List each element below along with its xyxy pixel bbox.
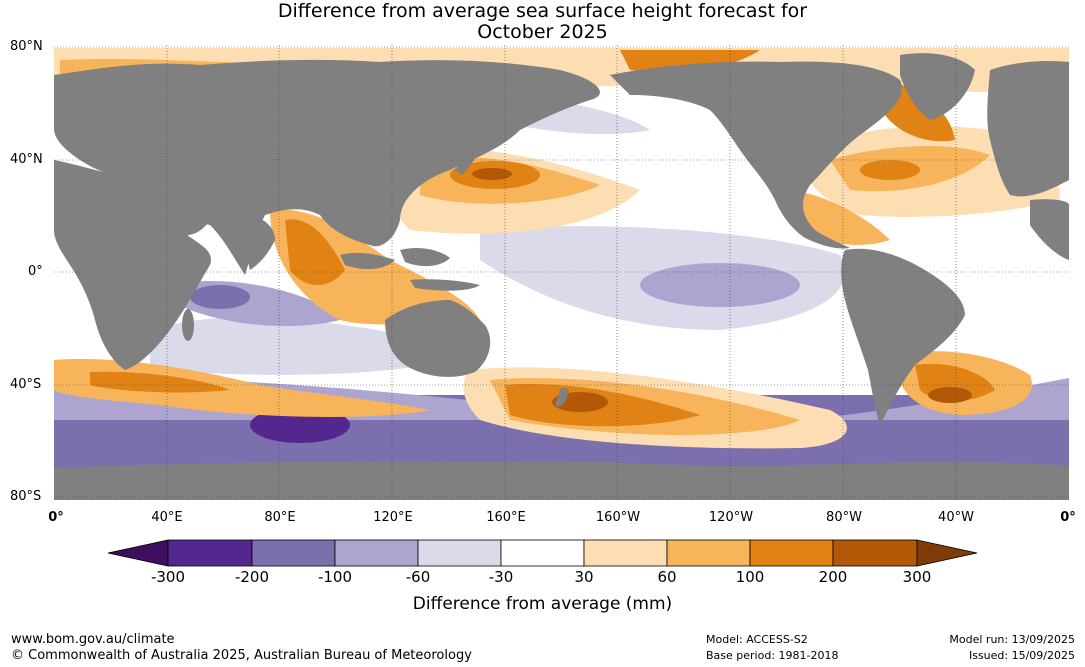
- lon-label-80e: 80°E: [264, 510, 296, 525]
- lon-label-160w: 160°W: [595, 510, 641, 525]
- map-title-line2: October 2025: [477, 21, 608, 43]
- colorbar-tick-label: 100: [735, 568, 765, 586]
- lat-label-40s: 40°S: [10, 377, 42, 392]
- colorbar-bin: [500, 539, 585, 567]
- colorbar-title: Difference from average (mm): [412, 594, 673, 614]
- lon-label-40e: 40°E: [151, 510, 183, 525]
- colorbar-tick-label: -30: [488, 568, 514, 586]
- colorbar-tick-label: 200: [818, 568, 848, 586]
- lat-label-0: 0°: [28, 264, 43, 279]
- lat-label-40n: 40°N: [10, 152, 43, 167]
- colorbar-bin: [749, 539, 834, 567]
- land-masses: [54, 53, 1069, 500]
- map-title-line1: Difference from average sea surface heig…: [277, 0, 808, 22]
- colorbar-bin: [251, 539, 336, 567]
- colorbar-tick-label: -300: [150, 568, 186, 586]
- colorbar-bin: [666, 539, 751, 567]
- lat-label-80s: 80°S: [10, 489, 42, 504]
- footer-model: Model: ACCESS-S2: [706, 633, 808, 646]
- lon-label-0-left: 0°: [48, 510, 64, 525]
- lon-label-80w: 80°W: [826, 510, 862, 525]
- colorbar-bin: [832, 539, 918, 567]
- colorbar-bin: [417, 539, 502, 567]
- footer-base-period: Base period: 1981-2018: [706, 649, 839, 662]
- lon-label-160e: 160°E: [486, 510, 526, 525]
- colorbar-tick-label: 30: [574, 568, 594, 586]
- lon-label-120e: 120°E: [373, 510, 413, 525]
- colorbar-lower-extension: [107, 539, 169, 567]
- colorbar-bin: [167, 539, 253, 567]
- colorbar-bin: [334, 539, 419, 567]
- colorbar-upper-extension: [916, 539, 978, 567]
- colorbar-bin: [583, 539, 668, 567]
- colorbar-tick-label: 300: [902, 568, 932, 586]
- colorbar-tick-label: -200: [234, 568, 270, 586]
- graticule: [54, 45, 1069, 500]
- colorbar-tick-label: -60: [405, 568, 431, 586]
- footer-issued: Issued: 15/09/2025: [968, 649, 1075, 662]
- colorbar-tick-label: -100: [317, 568, 353, 586]
- footer-model-run: Model run: 13/09/2025: [949, 633, 1075, 646]
- colorbar-tick-label: 60: [657, 568, 677, 586]
- lon-label-0-right: 0°: [1060, 510, 1076, 525]
- lon-label-120w: 120°W: [708, 510, 754, 525]
- footer-website: www.bom.gov.au/climate: [11, 632, 175, 647]
- lon-label-40w: 40°W: [938, 510, 974, 525]
- footer-copyright: © Commonwealth of Australia 2025, Austra…: [11, 648, 472, 663]
- colorbar: [107, 539, 978, 567]
- lat-label-80n: 80°N: [10, 39, 43, 54]
